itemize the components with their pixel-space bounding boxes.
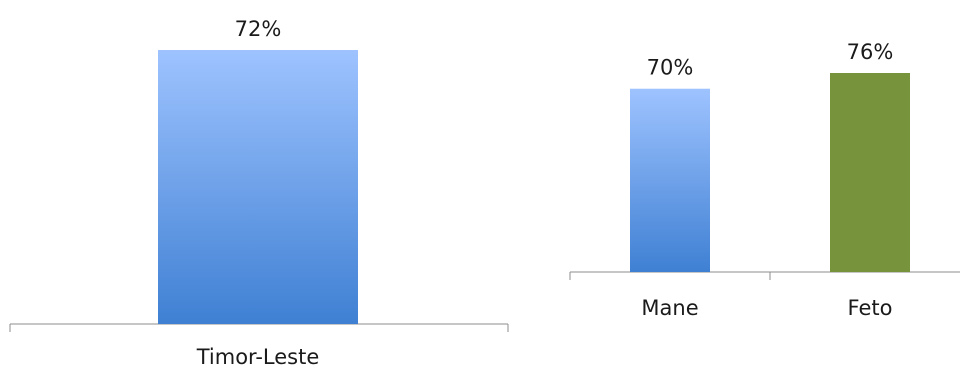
category-label-mane: Mane <box>641 296 698 320</box>
data-label-timor-leste: 72% <box>235 17 282 41</box>
bar-mane <box>630 88 710 272</box>
chart-mane-feto: 70% 76% Mane Feto <box>569 40 960 320</box>
data-label-mane: 70% <box>647 56 694 80</box>
bar-timor-leste <box>158 50 358 324</box>
bar-feto <box>830 73 910 272</box>
category-label-timor-leste: Timor-Leste <box>196 345 320 369</box>
chart-timor-leste: 72% Timor-Leste <box>9 17 509 369</box>
data-label-feto: 76% <box>847 40 894 64</box>
category-label-feto: Feto <box>848 296 893 320</box>
